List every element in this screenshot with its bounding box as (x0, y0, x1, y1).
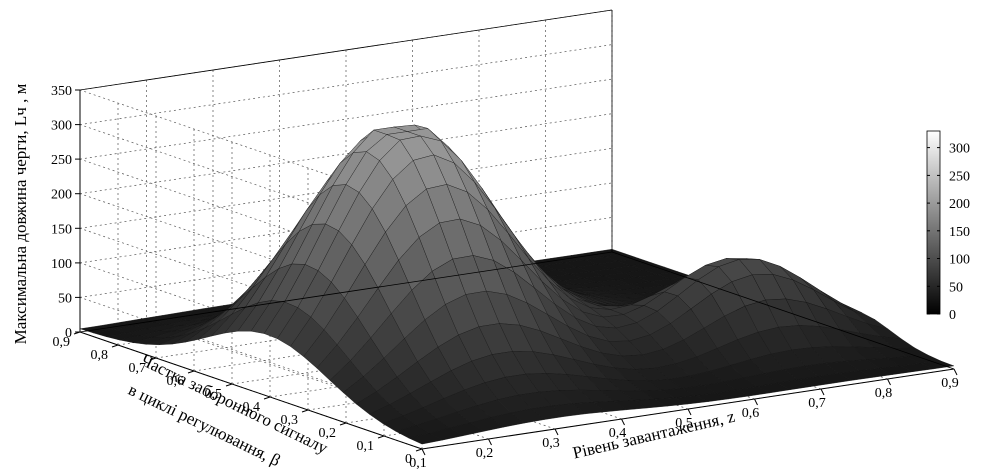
y-tick-label: 0 (405, 452, 412, 467)
y-tick-mark (339, 422, 347, 426)
colorbar-tick-label: 200 (949, 197, 970, 212)
y-axis-line (79, 331, 423, 450)
x-tick-label: 0,4 (609, 426, 627, 441)
colorbar-tick-label: 150 (949, 225, 970, 240)
y-tick-mark (187, 370, 195, 374)
x-tick-mark (887, 378, 891, 386)
z-tick-label: 50 (58, 291, 72, 306)
x-tick-mark (754, 398, 758, 406)
surface-mesh (79, 124, 955, 445)
x-tick-mark (488, 438, 492, 446)
z-tick-label: 300 (51, 119, 72, 134)
colorbar-tick-label: 100 (949, 253, 970, 268)
colorbar-tick-label: 250 (949, 169, 970, 184)
box-edge (79, 9, 613, 91)
z-tick-label: 100 (51, 257, 72, 272)
colorbar-tick-labels: 0 50 100 150 200 250 300 (927, 142, 970, 323)
x-tick-label: 0,5 (675, 416, 693, 431)
colorbar-tick-label: 0 (949, 308, 956, 323)
colorbar: 0 50 100 150 200 250 300 (926, 130, 970, 323)
z-tick-label: 250 (51, 153, 72, 168)
y-tick-label: 0,1 (357, 439, 375, 454)
x-tick-mark (953, 368, 958, 376)
y-tick-label: 0,8 (91, 348, 109, 363)
x-tick-label: 0,2 (476, 446, 494, 461)
x-tick-label: 0,6 (742, 406, 760, 421)
x-tick-mark (820, 388, 825, 396)
y-tick-mark (415, 448, 423, 452)
x-tick-label: 0,8 (875, 386, 893, 401)
y-tick-mark (149, 357, 157, 361)
y-tick-mark (301, 409, 309, 413)
z-tick-label: 200 (51, 188, 72, 203)
y-tick-label: 0,4 (243, 400, 261, 415)
y-tick-mark (111, 344, 119, 348)
y-tick-label: 0,9 (53, 335, 71, 350)
floor-edge (79, 251, 613, 333)
colorbar-tick-label: 300 (949, 142, 970, 157)
z-tick-labels: 0 50 100 150 200 250 300 350 (51, 84, 80, 341)
x-axis-label: Рівень завантаження, z (571, 407, 737, 463)
x-tick-label: 0,9 (941, 376, 959, 391)
y-tick-label: 0,7 (129, 361, 147, 376)
floor-edge (611, 251, 955, 370)
colorbar-gradient (926, 130, 941, 315)
x-tick-mark (687, 408, 692, 416)
x-tick-mark (621, 418, 625, 426)
z-tick-label: 150 (51, 222, 72, 237)
y-tick-mark (377, 435, 385, 439)
y-tick-labels: 0 0,1 0,2 0,3 0,4 0,5 0,6 0,7 0,8 0,9 (53, 331, 423, 467)
x-tick-mark (554, 428, 559, 436)
y-tick-mark (263, 396, 271, 400)
y-tick-mark (225, 383, 233, 387)
y-tick-label: 0,3 (281, 413, 299, 428)
x-tick-mark (421, 448, 426, 456)
x-tick-label: 0,3 (542, 436, 560, 451)
y-tick-label: 0,5 (205, 387, 223, 402)
y-tick-label: 0,2 (319, 426, 337, 441)
x-tick-label: 0,1 (409, 456, 427, 471)
y-tick-label: 0,6 (167, 374, 185, 389)
z-tick-label: 350 (51, 84, 72, 99)
x-tick-labels: 0,1 0,2 0,3 0,4 0,5 0,6 0,7 0,8 0,9 (409, 368, 959, 471)
z-axis-label: Максимальна довжина черги, Lч , м (11, 83, 30, 344)
z-tick-label: 0 (65, 326, 72, 341)
x-tick-label: 0,7 (808, 396, 826, 411)
colorbar-tick-label: 50 (949, 280, 963, 295)
